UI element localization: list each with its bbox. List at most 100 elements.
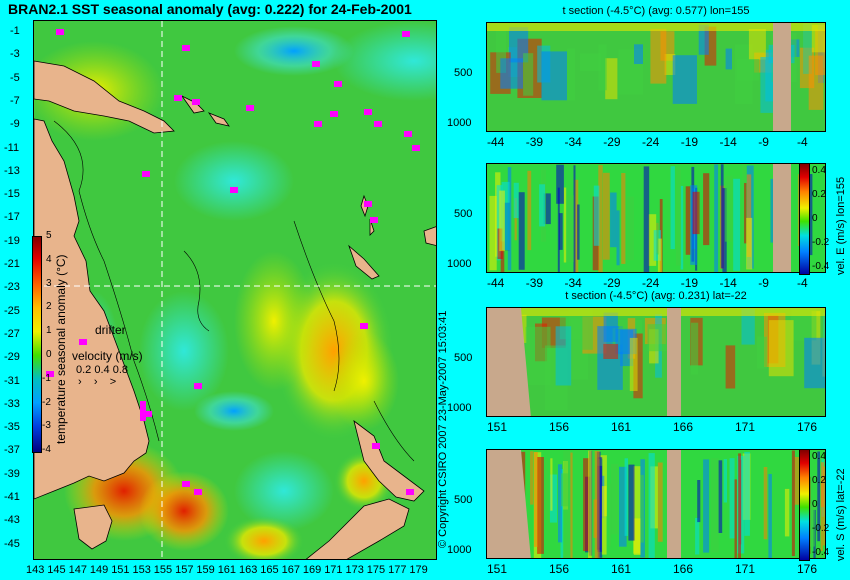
velocity-label: velocity (m/s) [72,349,143,363]
section-x-tick-label: -9 [758,135,769,149]
lon-tick-label: 173 [345,564,364,576]
section-field [487,308,825,416]
depth-tick-label: 1000 [447,117,472,129]
copyright-text: © Copyright CSIRO 2007 23-May-2007 15:03… [437,310,449,548]
sst-map[interactable] [33,20,437,560]
lon-tick-label: 149 [89,564,109,576]
lat-tick-label: -17 [4,211,20,224]
section-x-tick-label: 151 [487,420,508,434]
tasmania [73,504,113,550]
lat-tick-label: -3 [10,48,20,61]
map-colorbar-tick: 1 [46,325,52,337]
lon-tick-label: 161 [217,564,237,576]
map-colorbar-label: temperature seasonal anomaly (°C) [54,254,68,444]
lat-tick-label: -15 [4,188,20,201]
lat-tick-label: -45 [4,537,20,550]
section-plot[interactable] [486,22,826,132]
lon-tick-label: 159 [196,564,215,576]
section-x-tick-label: 161 [611,562,632,576]
section-x-tick-label: 171 [735,420,756,434]
section-x-tick-label: -9 [758,276,769,290]
section-title: t section (-4.5°C) (avg: 0.231) lat=-22 [565,290,747,302]
section-x-tick-label: -34 [564,135,582,149]
lon-tick-label: 165 [260,564,279,576]
section-title: t section (-4.5°C) (avg: 0.577) lon=155 [562,5,750,17]
new-caledonia [348,244,380,280]
section-plot[interactable] [486,449,826,559]
section-plot[interactable] [486,307,826,417]
lat-tick-label: -37 [4,444,20,457]
map-colorbar-tick: -1 [42,372,51,384]
lon-tick-label: 167 [281,564,300,576]
depth-tick-label: 1000 [447,258,472,270]
lat-tick-label: -41 [4,491,20,503]
section-x-tick-label: -44 [487,276,505,290]
depth-tick-label: 1000 [447,402,472,414]
lon-tick-label: 145 [47,564,66,576]
section-x-tick-label: 151 [487,562,508,576]
map-colorbar-tick: -4 [42,444,51,456]
lon-tick-label: 171 [324,564,343,576]
lon-tick-label: 155 [153,564,173,576]
section-field [487,23,825,131]
velocity-colorbar-tick: 0 [812,499,818,510]
depth-tick-label: 500 [454,352,473,364]
drifter-marker [56,29,64,35]
section-x-tick-label: 171 [735,562,756,576]
map-colorbar-tick: 5 [46,230,52,241]
depth-tick-label: 500 [454,494,473,506]
depth-tick-label: 500 [454,67,473,79]
section-plot[interactable] [486,163,826,273]
velocity-colorbar-tick: 0.2 [812,189,826,200]
lat-tick-label: -25 [4,304,20,317]
australia [34,118,150,500]
bathymetry-contours [53,120,415,462]
velocity-colorbar-tick: -0.4 [812,261,830,272]
lon-tick-label: 153 [132,564,151,576]
lon-tick-label: 177 [388,564,407,576]
velocity-colorbar-tick: -0.2 [812,523,830,534]
lat-tick-label: -31 [4,374,20,387]
section-x-tick-label: -39 [525,135,544,149]
velocity-side-label: vel. E (m/s) lon=155 [835,176,847,275]
depth-tick-label: 500 [454,208,473,220]
lon-tick-label: 157 [175,564,194,576]
lon-tick-label: 143 [26,564,45,576]
lat-tick-label: -43 [4,514,20,527]
velocity-colorbar [799,449,810,561]
velocity-colorbar-tick: 0.4 [812,451,826,462]
velocity-colorbar-tick: 0 [812,213,818,224]
velocity-colorbar-tick: 0.2 [812,475,826,486]
map-colorbar-tick: 4 [46,253,52,265]
lon-tick-label: 163 [239,564,258,576]
section-x-tick-label: -14 [719,276,737,290]
velocity-colorbar-tick: -0.4 [812,547,830,558]
lat-tick-label: -1 [10,25,20,37]
lat-tick-label: -23 [4,281,20,294]
section-x-tick-label: 176 [797,420,818,434]
section-x-tick-label: -4 [797,135,808,149]
map-colorbar-tick: 3 [46,277,52,289]
fiji [423,226,436,246]
lat-tick-label: -7 [10,94,20,107]
drifters [46,29,420,495]
section-x-tick-label: -34 [564,276,582,290]
velocity-values: 0.2 0.4 0.8 [76,364,128,376]
section-x-tick-label: 176 [797,562,818,576]
drifter-label: drifter [95,323,126,337]
section-x-tick-label: 166 [673,420,694,434]
lon-tick-label: 169 [302,564,322,576]
new-guinea [34,60,175,134]
section-x-tick-label: 166 [673,562,694,576]
map-colorbar [32,236,42,453]
section-x-tick-label: -39 [525,276,544,290]
map-colorbar-tick: -3 [42,420,51,432]
section-x-tick-label: -4 [797,276,808,290]
velocity-colorbar [799,163,810,275]
main-title: BRAN2.1 SST seasonal anomaly (avg: 0.222… [8,1,412,17]
section-x-tick-label: -14 [719,135,737,149]
lon-tick-label: 179 [409,564,428,576]
section-x-tick-label: -24 [642,276,660,290]
lat-tick-label: -19 [4,234,20,247]
map-colorbar-tick: 2 [46,301,52,313]
